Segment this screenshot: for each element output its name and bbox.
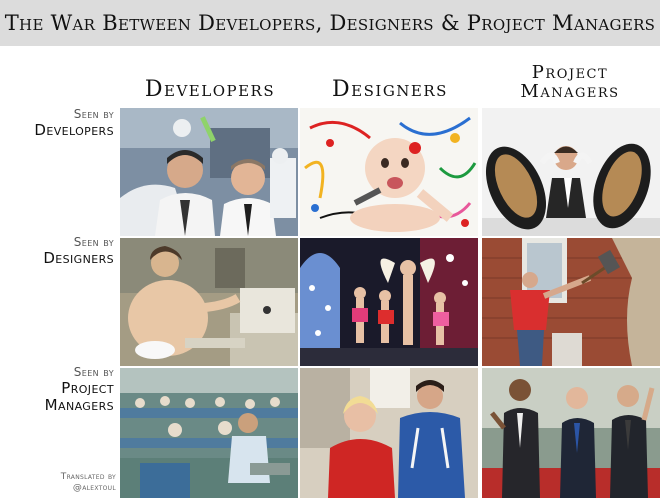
title-banner: The War Between Developers, Designers & …	[0, 0, 660, 46]
photo-sledgehammer-wall	[482, 238, 660, 366]
photo-runway-show	[300, 238, 478, 366]
photo-lab-scientists	[120, 108, 298, 236]
translator-credit: Translated by @alextoul	[60, 472, 116, 493]
row-label-developers: Seen by Developers	[34, 107, 114, 139]
column-header-developers: Developers	[144, 77, 276, 102]
photo-assembly-line	[120, 368, 298, 498]
row-label-designers: Seen by Designers	[43, 235, 114, 267]
page-title: The War Between Developers, Designers & …	[4, 11, 656, 35]
photo-feet-on-desk	[482, 108, 660, 236]
row-label-project-managers: Seen by Project Managers	[44, 365, 114, 415]
photo-baby-paint	[300, 108, 478, 236]
column-header-project-managers: Project Managers	[520, 62, 620, 102]
photo-office-worker	[120, 238, 298, 366]
photo-world-leaders	[482, 368, 660, 498]
photo-workers-in-overalls	[300, 368, 478, 498]
column-header-designers: Designers	[332, 77, 448, 102]
